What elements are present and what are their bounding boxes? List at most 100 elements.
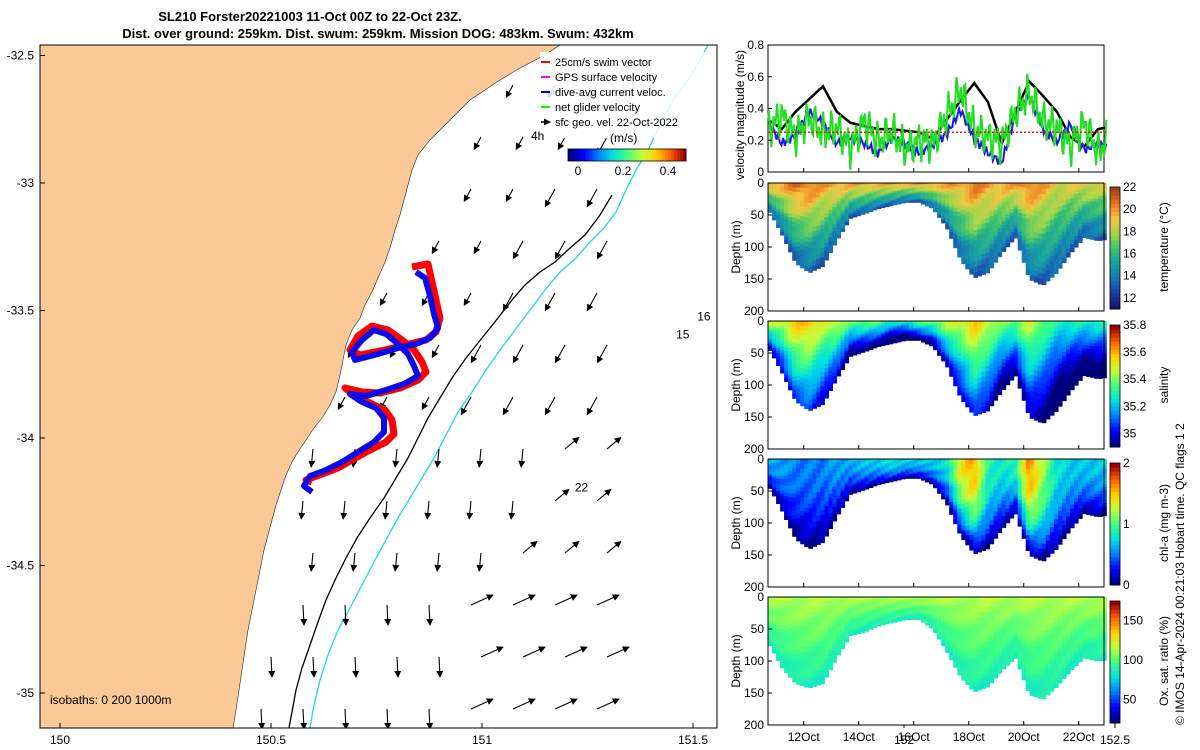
section-cell — [1049, 193, 1055, 200]
section-cell — [1001, 213, 1007, 218]
section-cell — [880, 206, 886, 209]
section-cell — [937, 203, 942, 207]
section-cell — [884, 322, 890, 325]
section-cell — [1025, 259, 1031, 265]
section-cell — [953, 240, 958, 245]
section-cell — [961, 334, 966, 340]
section-cell — [1062, 321, 1067, 326]
section-cell — [1049, 188, 1055, 194]
section-cell — [908, 187, 914, 189]
section-cell — [1013, 213, 1019, 218]
section-cell — [828, 375, 833, 380]
section-cell — [925, 186, 930, 189]
section-cell — [840, 326, 846, 330]
section-cell — [965, 263, 970, 270]
section-cell — [1082, 186, 1087, 190]
section-cell — [796, 214, 801, 220]
section-cell — [957, 207, 962, 213]
section-cell — [772, 329, 777, 332]
section-cell — [840, 342, 846, 346]
velocity-arrow — [308, 552, 316, 572]
section-cell — [828, 462, 833, 468]
map-ytick-label: -34.5 — [7, 559, 35, 573]
section-cell — [908, 193, 914, 196]
section-cell — [1090, 484, 1095, 488]
velocity-arrow — [522, 646, 546, 658]
section-cell — [1062, 391, 1067, 397]
velocity-arrow — [544, 396, 556, 416]
section-colorbar-cell — [1110, 564, 1120, 570]
section-cell — [876, 205, 882, 208]
section-cell — [768, 205, 773, 208]
section-cell — [921, 324, 926, 327]
section-cell — [880, 187, 886, 190]
section-cell — [848, 342, 854, 346]
section-cell — [961, 183, 966, 189]
section-cell — [792, 531, 797, 537]
section-cell — [1045, 507, 1051, 514]
section-cell — [784, 193, 789, 198]
section-cell — [965, 373, 970, 379]
section-cell — [792, 527, 797, 533]
section-cell — [933, 460, 938, 463]
section-cell — [1037, 382, 1043, 389]
section-cell — [913, 476, 918, 478]
section-cell — [1094, 192, 1099, 197]
section-cell — [836, 471, 842, 475]
section-cell — [997, 341, 1003, 347]
section-cell — [957, 353, 962, 359]
section-cell — [1025, 469, 1031, 475]
section-cell — [945, 361, 950, 365]
section-cell — [808, 498, 813, 505]
section-cell — [937, 491, 942, 494]
section-cell — [864, 204, 870, 207]
section-cell — [1029, 183, 1035, 189]
section-cell — [917, 335, 922, 338]
section-cell — [1049, 485, 1055, 491]
section-cell — [1082, 330, 1087, 334]
section-cell — [872, 191, 878, 194]
section-cell — [820, 496, 825, 502]
section-cell — [1094, 340, 1099, 344]
section-cell — [1098, 202, 1103, 206]
glider-map: 1112161715182022 150150.5151151.5152152.… — [7, 44, 1130, 747]
section-cell — [1001, 512, 1007, 517]
section-cell — [872, 205, 878, 208]
section-cell — [900, 334, 906, 336]
section-cell — [1074, 459, 1079, 464]
section-cell — [937, 472, 942, 475]
section-cell — [820, 381, 825, 387]
section-cell — [816, 382, 821, 388]
section-cell — [1053, 341, 1059, 347]
section-cell — [957, 471, 962, 476]
section-cell — [925, 333, 930, 336]
section-cell — [768, 637, 773, 641]
section-cell — [1013, 210, 1019, 214]
section-cell — [917, 197, 922, 200]
section-cell — [1090, 371, 1095, 375]
section-cell — [888, 188, 894, 190]
section-cell — [816, 321, 821, 327]
section-cell — [872, 343, 878, 346]
section-cell — [768, 199, 773, 202]
section-cell — [788, 347, 793, 353]
section-cell — [997, 219, 1003, 225]
section-cell — [1029, 258, 1035, 265]
section-cell — [880, 188, 886, 191]
section-cell — [768, 462, 773, 465]
section-cell — [1066, 378, 1071, 384]
section-cell — [792, 523, 797, 529]
section-cell — [1033, 486, 1039, 493]
section-cell — [812, 246, 817, 252]
section-cell — [1053, 381, 1059, 387]
section-cell — [1049, 198, 1055, 205]
section-cell — [816, 330, 821, 336]
section-cell — [925, 195, 930, 198]
section-cell — [921, 335, 926, 337]
section-cell — [1017, 205, 1023, 210]
section-cell — [1086, 486, 1091, 491]
section-cell — [796, 527, 801, 533]
section-cell — [832, 327, 837, 332]
section-cell — [1053, 509, 1059, 515]
section-cell — [888, 333, 894, 336]
